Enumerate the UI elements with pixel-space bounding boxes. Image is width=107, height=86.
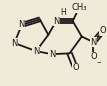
Text: O: O	[90, 52, 97, 61]
Text: −: −	[96, 59, 101, 64]
Text: CH₃: CH₃	[71, 3, 87, 12]
Text: N: N	[19, 20, 25, 29]
Text: O: O	[100, 26, 106, 35]
Text: N: N	[11, 39, 18, 47]
Text: N: N	[53, 17, 59, 26]
Text: +: +	[97, 34, 101, 39]
Text: N: N	[49, 50, 55, 59]
Text: H: H	[60, 8, 65, 17]
Text: N: N	[33, 47, 39, 56]
Text: N: N	[90, 38, 97, 47]
Text: O: O	[72, 63, 79, 72]
